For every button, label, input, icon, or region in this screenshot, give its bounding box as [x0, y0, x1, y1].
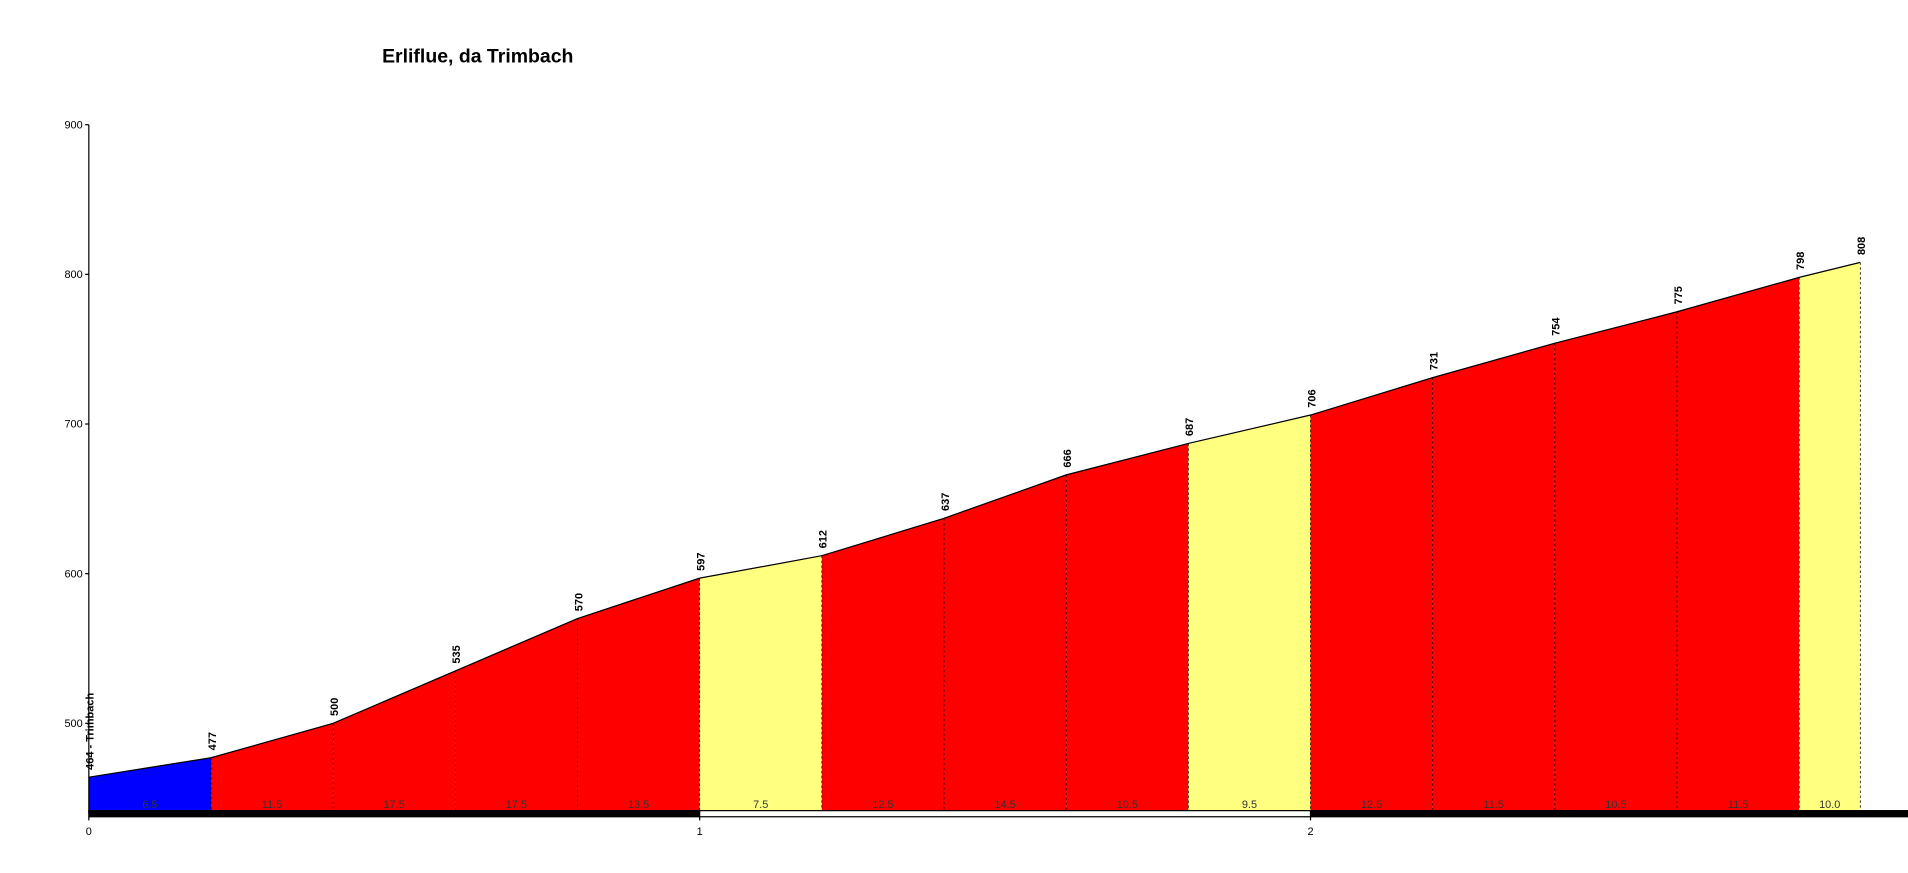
gradient-label: 7.5 — [753, 799, 768, 811]
elevation-label: 500 — [329, 698, 341, 716]
x-tick-label: 2 — [1307, 826, 1313, 838]
elevation-label: 731 — [1429, 352, 1441, 370]
elevation-label: 706 — [1306, 389, 1318, 407]
gradient-label: 14.5 — [994, 799, 1015, 811]
elevation-label: 666 — [1062, 449, 1074, 467]
x-tick-label: 1 — [697, 826, 703, 838]
segment — [1799, 262, 1861, 814]
distance-bar — [88, 810, 701, 818]
elevation-label: 687 — [1184, 418, 1196, 436]
gradient-label: 17.5 — [506, 799, 527, 811]
elevation-label: 570 — [573, 593, 585, 611]
y-tick-label: 800 — [64, 269, 82, 281]
x-tick-label: 0 — [86, 826, 92, 838]
profile-line — [88, 261, 1861, 778]
gradient-label: 13.5 — [628, 799, 649, 811]
gradient-label: 10.5 — [1605, 799, 1626, 811]
segment — [88, 757, 211, 814]
segment — [577, 578, 700, 814]
distance-bar — [1309, 810, 1908, 818]
segment — [1188, 415, 1311, 814]
elevation-label: 477 — [207, 732, 219, 750]
segment — [821, 518, 945, 814]
distance-bar — [699, 810, 1312, 818]
segment — [1432, 343, 1555, 814]
elevation-label: 464 - Trimbach — [85, 693, 97, 770]
segment — [1677, 277, 1800, 814]
gradient-label: 10.5 — [1117, 799, 1138, 811]
gradient-label: 11.5 — [262, 799, 282, 811]
gradient-label: 17.5 — [384, 799, 405, 811]
y-tick-label: 700 — [64, 419, 82, 431]
elevation-label: 754 — [1551, 317, 1563, 336]
segment — [455, 618, 578, 814]
segment — [210, 723, 334, 814]
y-tick-label: 900 — [64, 119, 82, 131]
y-tick-label: 600 — [64, 568, 82, 580]
gradient-label: 11.5 — [1484, 799, 1504, 811]
segment — [1066, 443, 1189, 814]
segment — [699, 555, 822, 814]
gradient-label: 10.0 — [1819, 799, 1840, 811]
segment — [1554, 311, 1678, 814]
chart-title: Erliflue, da Trimbach — [382, 45, 573, 67]
gradient-label: 11.5 — [1728, 799, 1748, 811]
segment — [1310, 377, 1433, 814]
gradient-label: 12.5 — [1361, 799, 1382, 811]
gradient-label: 9.5 — [1242, 799, 1257, 811]
elevation-label: 535 — [451, 645, 463, 663]
gradient-label: 12.5 — [872, 799, 893, 811]
gradient-label: 6.5 — [142, 799, 157, 811]
segment — [944, 474, 1067, 814]
elevation-label: 612 — [818, 530, 830, 548]
segment — [333, 670, 456, 814]
elevation-label: 597 — [696, 552, 708, 570]
elevation-label: 775 — [1673, 286, 1685, 304]
elevation-label: 637 — [940, 493, 952, 511]
elevation-label: 798 — [1795, 252, 1807, 270]
elevation-label: 808 — [1856, 237, 1868, 255]
y-tick-label: 500 — [64, 718, 82, 730]
